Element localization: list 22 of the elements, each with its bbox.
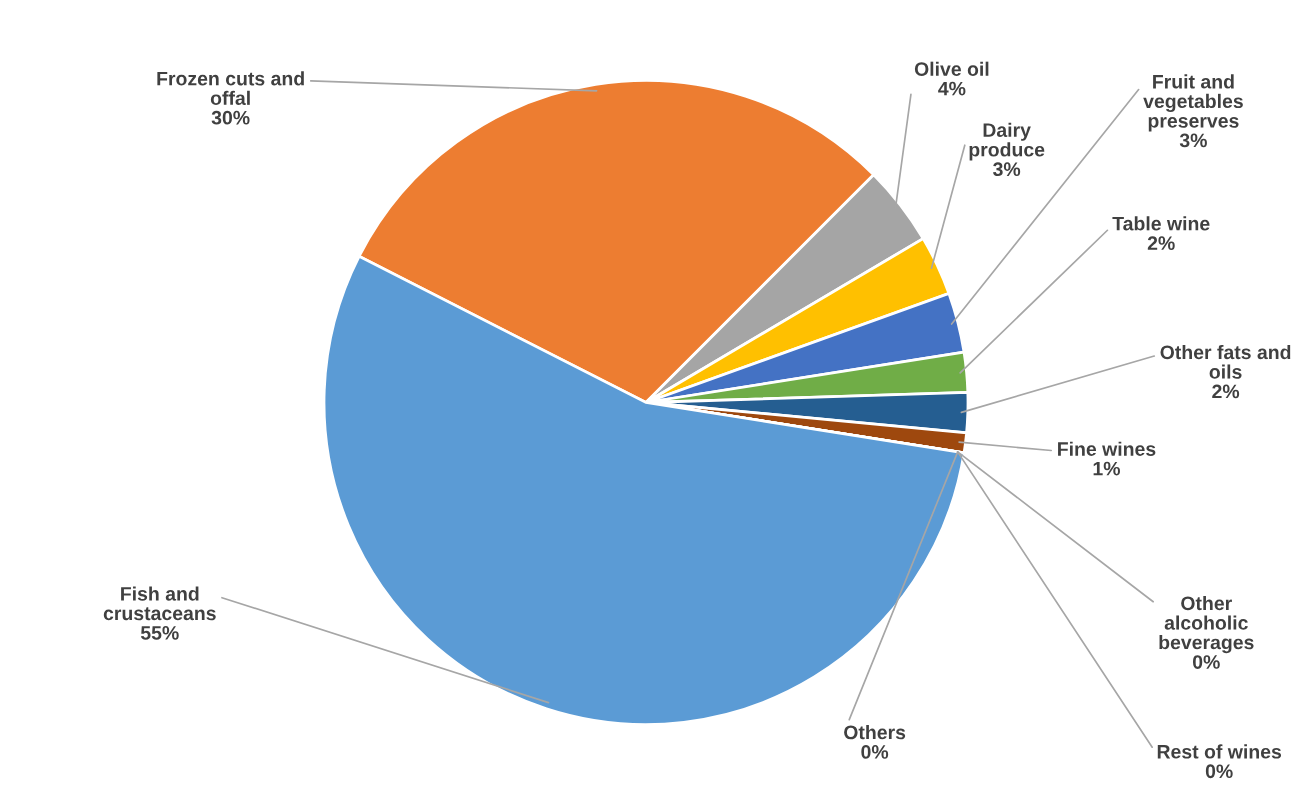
slice-label: Dairy produce <box>969 122 1045 161</box>
text: 0% <box>1193 655 1220 669</box>
data-label: 3% <box>1179 133 1207 148</box>
data-label: 30% <box>211 110 250 125</box>
data-label: 4% <box>938 81 966 96</box>
category-label: Others <box>844 724 906 740</box>
category-label: Other alcoholic beverages <box>1159 595 1254 654</box>
data-label: 55% <box>140 626 179 640</box>
slice-label: Fish and crustaceans <box>103 586 216 621</box>
slice-label: Frozen cuts and offal <box>157 71 304 106</box>
data-label: 3% <box>993 162 1021 177</box>
slice-label: Other fats and oils <box>1160 344 1291 379</box>
category-label: Rest of wines <box>1157 744 1282 759</box>
text: 0% <box>1205 764 1233 779</box>
slice-label: Olive oil <box>914 61 989 76</box>
data-label: 1% <box>1093 461 1120 476</box>
slice-label: Table wine <box>1112 216 1210 231</box>
data-label: 2% <box>1212 384 1240 399</box>
slice-label: Fruit and vegetables preserves <box>1143 74 1243 132</box>
data-label: 2% <box>1147 236 1175 251</box>
slice-label: Fine wines <box>1058 441 1156 456</box>
text: 0% <box>861 745 889 759</box>
